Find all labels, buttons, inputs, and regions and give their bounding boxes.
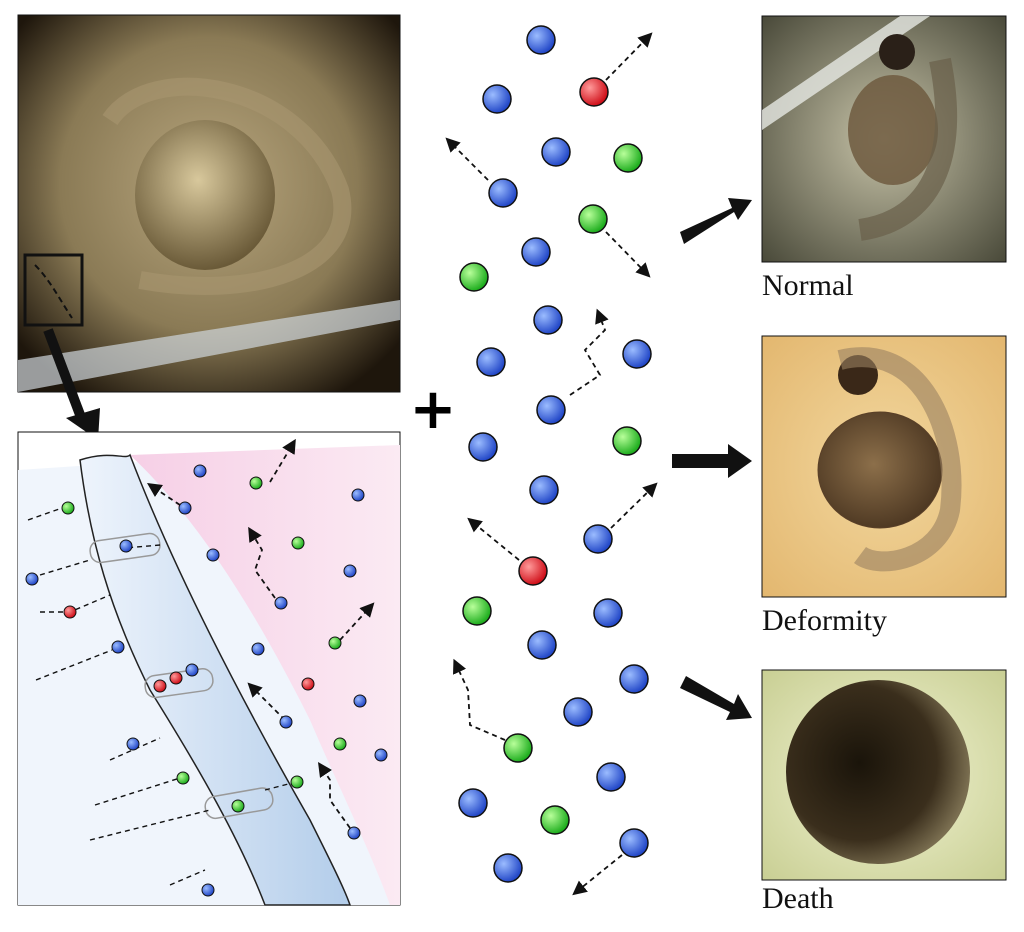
particle — [493, 853, 523, 883]
particle — [579, 77, 609, 107]
motion-arrow — [269, 438, 296, 483]
particle — [333, 737, 347, 751]
particle — [176, 771, 190, 785]
particle — [111, 640, 125, 654]
outcome-label: Death — [762, 882, 834, 915]
motion-arrow — [605, 32, 653, 81]
inner-region — [130, 445, 400, 905]
particle — [482, 84, 512, 114]
particle — [153, 679, 167, 693]
particle — [619, 828, 649, 858]
particle — [193, 464, 207, 478]
particle — [374, 748, 388, 762]
particle — [290, 775, 304, 789]
deformity-photo — [761, 335, 1007, 598]
particle — [462, 596, 492, 626]
plus-sign: + — [410, 377, 457, 442]
particle — [526, 25, 556, 55]
particle — [328, 636, 342, 650]
particle — [25, 572, 39, 586]
particle — [536, 395, 566, 425]
particle — [503, 733, 533, 763]
zoom-box — [23, 253, 84, 327]
diffusion-line — [89, 809, 211, 841]
chorion-membrane — [79, 453, 352, 906]
particle — [231, 799, 245, 813]
particle — [476, 347, 506, 377]
particle — [518, 556, 548, 586]
embryo-body — [102, 77, 352, 295]
particle — [527, 630, 557, 660]
particle — [596, 762, 626, 792]
motion-arrow — [572, 854, 623, 896]
particle — [458, 788, 488, 818]
particle — [178, 501, 192, 515]
zoom-arrow — [43, 328, 87, 422]
yolk — [135, 120, 275, 270]
particles — [25, 25, 658, 897]
particle — [279, 715, 293, 729]
particle — [353, 694, 367, 708]
particle — [619, 664, 649, 694]
particle — [488, 178, 518, 208]
particle — [119, 539, 133, 553]
motion-arrow — [339, 602, 375, 641]
glare — [18, 300, 400, 392]
particle — [291, 536, 305, 550]
membrane-panel — [17, 431, 401, 906]
particle — [533, 305, 563, 335]
motion-arrow — [467, 517, 520, 561]
particle — [301, 677, 315, 691]
particle — [622, 339, 652, 369]
particle — [206, 548, 220, 562]
particle — [540, 805, 570, 835]
particle — [529, 475, 559, 505]
particle — [521, 237, 551, 267]
particle — [274, 596, 288, 610]
particle — [185, 663, 199, 677]
diffusion-line — [27, 507, 63, 521]
particle — [583, 524, 613, 554]
particle — [593, 598, 623, 628]
particle — [563, 697, 593, 727]
particle — [201, 883, 215, 897]
particle — [251, 642, 265, 656]
particle — [169, 671, 183, 685]
death-photo — [761, 669, 1007, 881]
motion-arrow — [605, 231, 651, 278]
particle — [351, 488, 365, 502]
particle — [347, 826, 361, 840]
particle — [578, 204, 608, 234]
motion-arrow — [318, 762, 351, 829]
particle — [459, 262, 489, 292]
outcome-arrows — [672, 198, 752, 720]
chorion-line — [34, 264, 73, 319]
motion-arrow — [610, 482, 658, 529]
diffusion-line — [94, 777, 181, 806]
motion-arrow — [445, 137, 489, 181]
outcome-label: Deformity — [762, 604, 887, 637]
particle — [126, 737, 140, 751]
particle — [613, 143, 643, 173]
particle — [249, 476, 263, 490]
particle — [468, 432, 498, 462]
particle — [61, 501, 75, 515]
motion-arrow — [569, 308, 609, 396]
egg-photo — [17, 14, 401, 393]
normal-photo — [761, 15, 1007, 263]
motion-arrow — [248, 526, 276, 599]
particle — [63, 605, 77, 619]
particle — [612, 426, 642, 456]
particle — [541, 137, 571, 167]
particle — [343, 564, 357, 578]
diffusion-line — [169, 869, 206, 886]
motion-arrow — [147, 483, 181, 506]
diffusion-line — [35, 649, 113, 681]
outcome-label: Normal — [762, 269, 854, 302]
motion-arrow — [453, 658, 506, 741]
